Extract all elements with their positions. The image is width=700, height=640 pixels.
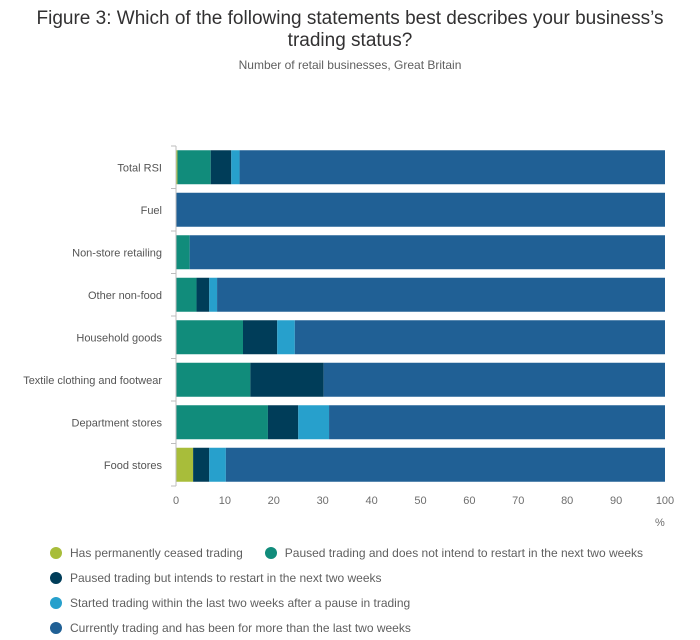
- x-tick-label: 80: [561, 495, 573, 507]
- bar-segment: [329, 405, 665, 440]
- category-label: Total RSI: [117, 162, 162, 174]
- category-label: Non-store retailing: [72, 247, 162, 259]
- bar-segment: [294, 320, 665, 355]
- legend-swatch-started: [50, 596, 62, 609]
- x-axis-unit: %: [655, 517, 665, 529]
- x-tick-label: 90: [610, 495, 622, 507]
- bar-segment: [298, 405, 330, 440]
- stacked-bar-chart: Total RSI Fuel Non-store retailing Other no…: [23, 145, 674, 529]
- legend-row: Paused trading but intends to restart in…: [50, 565, 690, 590]
- legend-item-paused-restart: Paused trading but intends to restart in…: [50, 571, 382, 585]
- bar-segment: [176, 320, 243, 355]
- x-tick-label: 20: [268, 495, 280, 507]
- category-label: Department stores: [72, 417, 163, 429]
- category-labels: Total RSI Fuel Non-store retailing Other no…: [23, 145, 176, 472]
- x-tick-label: 70: [512, 495, 524, 507]
- bar-segment: [176, 362, 251, 397]
- legend: Has permanently ceased trading Paused tr…: [50, 540, 690, 640]
- bar-segment: [177, 150, 211, 185]
- category-label: Household goods: [76, 332, 162, 344]
- legend-row: Currently trading and has been for more …: [50, 615, 690, 640]
- legend-swatch-ceased: [50, 546, 62, 559]
- x-tick-label: 40: [365, 495, 377, 507]
- category-label: Textile clothing and footwear: [23, 375, 162, 387]
- legend-label-currently-trading: Currently trading and has been for more …: [70, 620, 411, 635]
- legend-row: Started trading within the last two week…: [50, 590, 690, 615]
- legend-item-paused-no-restart: Paused trading and does not intend to re…: [264, 545, 643, 560]
- x-tick-label: 60: [463, 495, 475, 507]
- bar-segment: [323, 362, 665, 397]
- category-label: Other non-food: [88, 290, 162, 302]
- bar-segment: [176, 150, 178, 185]
- bar-segment: [225, 447, 666, 482]
- legend-item-started: Started trading within the last two week…: [50, 596, 410, 610]
- legend-item-ceased: Has permanently ceased trading: [50, 546, 243, 560]
- bar-segment: [210, 150, 232, 185]
- legend-label-paused-restart: Paused trading but intends to restart in…: [70, 570, 382, 585]
- bar-segment: [196, 277, 210, 312]
- bar-segment: [176, 405, 268, 440]
- bar-segment: [176, 447, 194, 482]
- chart-title: Figure 3: Which of the following stateme…: [36, 8, 664, 51]
- x-tick-label: 0: [173, 495, 179, 507]
- bar-segment: [239, 150, 665, 185]
- bar-segment: [176, 277, 197, 312]
- x-tick-label: 50: [414, 495, 426, 507]
- chart-subtitle: Number of retail businesses, Great Brita…: [238, 58, 462, 72]
- legend-label-paused-no-restart: Paused trading and does not intend to re…: [284, 545, 643, 560]
- legend-item-currently-trading: Currently trading and has been for more …: [50, 621, 411, 635]
- bar-segment: [242, 320, 278, 355]
- bar-segment: [176, 192, 665, 227]
- legend-swatch-currently-trading: [50, 621, 62, 634]
- x-axis-ticks: 0 10 20 30 40 50 60 70 80 90 100: [173, 495, 674, 507]
- legend-swatch-paused-restart: [50, 571, 62, 584]
- bar-segment: [209, 277, 218, 312]
- bar-segment: [189, 235, 665, 270]
- legend-label-started: Started trading within the last two week…: [70, 595, 411, 610]
- bars-group: [176, 150, 666, 482]
- legend-swatch-paused-no-restart: [264, 546, 277, 559]
- category-label: Food stores: [104, 460, 163, 472]
- bar-segment: [231, 150, 240, 185]
- bar-segment: [267, 405, 299, 440]
- bar-segment: [193, 447, 210, 482]
- x-tick-label: 10: [219, 495, 231, 507]
- legend-row: Has permanently ceased trading Paused tr…: [50, 540, 690, 565]
- bar-segment: [277, 320, 295, 355]
- category-label: Fuel: [141, 205, 162, 217]
- bar-segment: [250, 362, 324, 397]
- bar-segment: [176, 235, 190, 270]
- legend-label-ceased: Has permanently ceased trading: [70, 545, 243, 560]
- bar-segment: [217, 277, 666, 312]
- x-tick-label: 30: [317, 495, 329, 507]
- bar-segment: [209, 447, 226, 482]
- x-tick-label: 100: [656, 495, 674, 507]
